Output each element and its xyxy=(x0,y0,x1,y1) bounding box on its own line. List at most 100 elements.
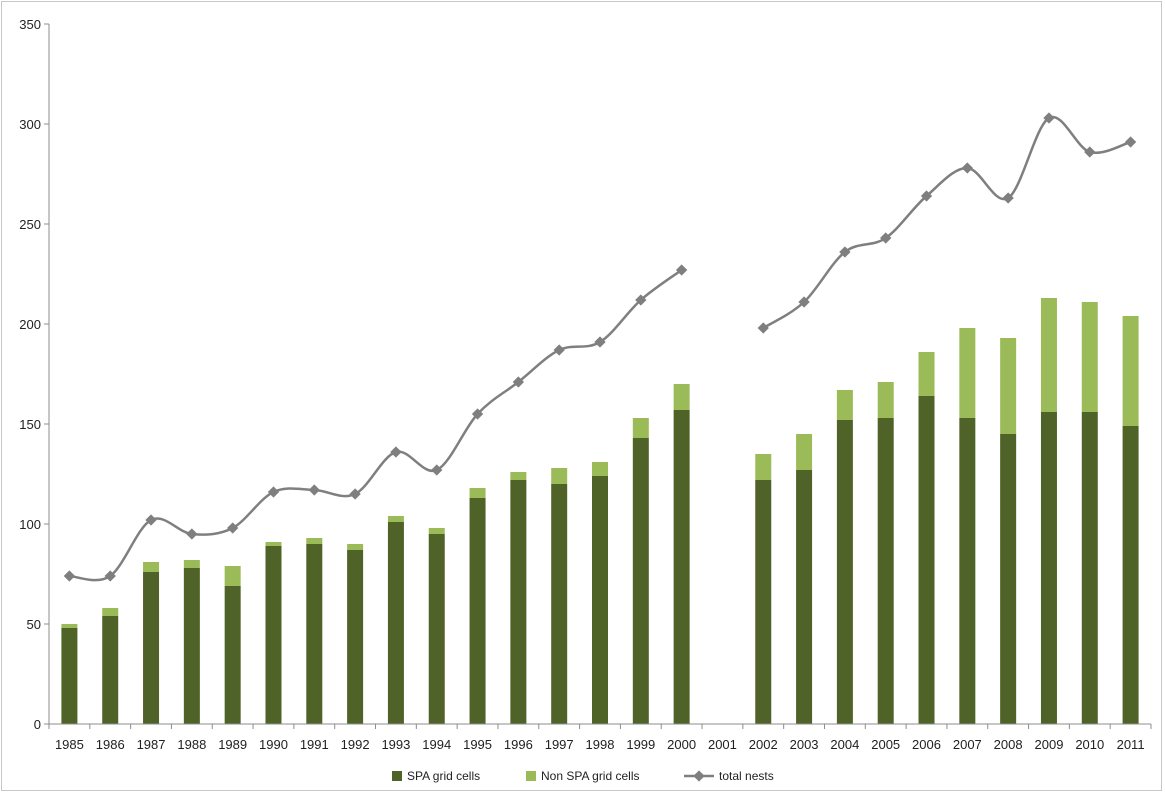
legend-label-non-spa: Non SPA grid cells xyxy=(541,769,640,783)
bar-spa-2009 xyxy=(1040,412,1057,724)
x-tick-label: 2001 xyxy=(708,737,737,752)
total-nests-marker-2008 xyxy=(1002,192,1014,204)
bar-spa-1990 xyxy=(265,546,282,724)
total-nests-marker-2003 xyxy=(798,296,810,308)
legend-label-spa: SPA grid cells xyxy=(407,769,480,783)
bar-spa-1993 xyxy=(387,522,404,724)
bar-spa-2000 xyxy=(673,410,690,724)
x-tick-label: 2006 xyxy=(912,737,941,752)
bar-non-spa-1996 xyxy=(510,472,527,480)
bar-spa-1985 xyxy=(61,628,78,724)
x-tick-label: 1991 xyxy=(300,737,329,752)
total-nests-marker-1998 xyxy=(594,336,606,348)
bar-non-spa-1987 xyxy=(143,562,160,572)
bar-non-spa-2004 xyxy=(836,390,853,420)
bar-non-spa-1986 xyxy=(102,608,119,616)
y-tick-label: 200 xyxy=(19,317,41,332)
bar-spa-2003 xyxy=(796,470,813,724)
legend-label-total: total nests xyxy=(719,769,774,783)
bar-non-spa-2009 xyxy=(1040,298,1057,412)
total-nests-marker-2010 xyxy=(1084,146,1096,158)
bar-non-spa-1997 xyxy=(551,468,568,484)
x-tick-label: 1993 xyxy=(381,737,410,752)
total-nests-marker-2009 xyxy=(1043,112,1055,124)
total-nests-marker-1995 xyxy=(471,408,484,420)
total-nests-marker-1991 xyxy=(308,484,320,496)
x-tick-label: 1996 xyxy=(504,737,533,752)
bar-spa-2004 xyxy=(836,420,853,724)
bar-non-spa-2007 xyxy=(959,328,976,418)
y-tick-label: 150 xyxy=(19,417,41,432)
total-nests-marker-1987 xyxy=(145,514,157,526)
x-tick-label: 1997 xyxy=(545,737,574,752)
x-tick-label: 2011 xyxy=(1117,737,1145,752)
x-tick-label: 1988 xyxy=(177,737,206,752)
bar-spa-1989 xyxy=(224,586,241,724)
bar-spa-1997 xyxy=(551,484,568,724)
bar-non-spa-1994 xyxy=(428,528,445,534)
total-nests-marker-1994 xyxy=(431,464,443,476)
total-nests-marker-2006 xyxy=(920,190,933,202)
bar-spa-2010 xyxy=(1081,412,1098,724)
total-nests-marker-1988 xyxy=(186,528,198,540)
bar-spa-1992 xyxy=(347,550,364,724)
bar-non-spa-1993 xyxy=(387,516,404,522)
total-nests-marker-1993 xyxy=(390,446,402,458)
bar-spa-2007 xyxy=(959,418,976,724)
bar-non-spa-1991 xyxy=(306,538,323,544)
bar-non-spa-2010 xyxy=(1081,302,1098,412)
bar-non-spa-2011 xyxy=(1122,316,1139,426)
legend-marker-total xyxy=(693,770,705,782)
bar-non-spa-2008 xyxy=(1000,338,1017,434)
total-nests-marker-1999 xyxy=(635,294,647,306)
y-axis: 0 50 100 150 200 250 300 350 xyxy=(19,17,50,732)
bar-spa-2002 xyxy=(755,480,772,724)
x-tick-label: 1987 xyxy=(137,737,166,752)
total-nests-marker-2005 xyxy=(880,232,892,244)
bar-spa-1999 xyxy=(632,438,649,724)
bar-spa-1988 xyxy=(183,568,200,724)
x-tick-label: 1986 xyxy=(96,737,125,752)
x-tick-label: 1995 xyxy=(463,737,492,752)
x-tick-label: 2003 xyxy=(790,737,819,752)
bars xyxy=(61,298,1139,724)
bar-spa-1986 xyxy=(102,616,119,724)
x-tick-label: 2005 xyxy=(871,737,900,752)
bar-spa-1991 xyxy=(306,544,323,724)
y-tick-label: 300 xyxy=(19,117,41,132)
total-nests-line-segment-2 xyxy=(762,115,1131,330)
y-tick-label: 0 xyxy=(34,717,41,732)
bar-spa-2011 xyxy=(1122,426,1139,724)
x-tick-label: 2007 xyxy=(953,737,982,752)
bar-spa-1998 xyxy=(592,476,608,724)
x-tick-label: 1994 xyxy=(422,737,451,752)
total-nests-marker-1996 xyxy=(512,376,525,388)
x-tick-label: 2009 xyxy=(1035,737,1064,752)
total-nests-marker-1989 xyxy=(227,522,239,534)
legend: SPA grid cells Non SPA grid cells total … xyxy=(392,769,774,783)
bar-non-spa-2006 xyxy=(918,352,935,396)
x-tick-label: 2002 xyxy=(749,737,778,752)
total-nests-marker-2002 xyxy=(757,322,769,334)
x-tick-label: 1990 xyxy=(259,737,288,752)
y-tick-label: 250 xyxy=(19,217,41,232)
bar-non-spa-1990 xyxy=(265,542,282,546)
total-nests-marker-1990 xyxy=(267,486,280,498)
bar-non-spa-1999 xyxy=(632,418,649,438)
bar-non-spa-1992 xyxy=(347,544,364,550)
bar-non-spa-1988 xyxy=(183,560,200,568)
bar-spa-2006 xyxy=(918,396,935,724)
x-tick-label: 1998 xyxy=(586,737,615,752)
total-nests-marker-2000 xyxy=(675,264,688,276)
legend-swatch-non-spa xyxy=(526,771,536,781)
bar-non-spa-1998 xyxy=(592,462,608,476)
total-nests-line-segment-1 xyxy=(69,268,683,582)
y-tick-label: 50 xyxy=(27,617,41,632)
bar-spa-1995 xyxy=(469,498,486,724)
bar-non-spa-2005 xyxy=(877,382,894,418)
total-nests-marker-1997 xyxy=(553,344,565,356)
total-nests-marker-1992 xyxy=(349,488,361,500)
x-tick-label: 2004 xyxy=(830,737,859,752)
